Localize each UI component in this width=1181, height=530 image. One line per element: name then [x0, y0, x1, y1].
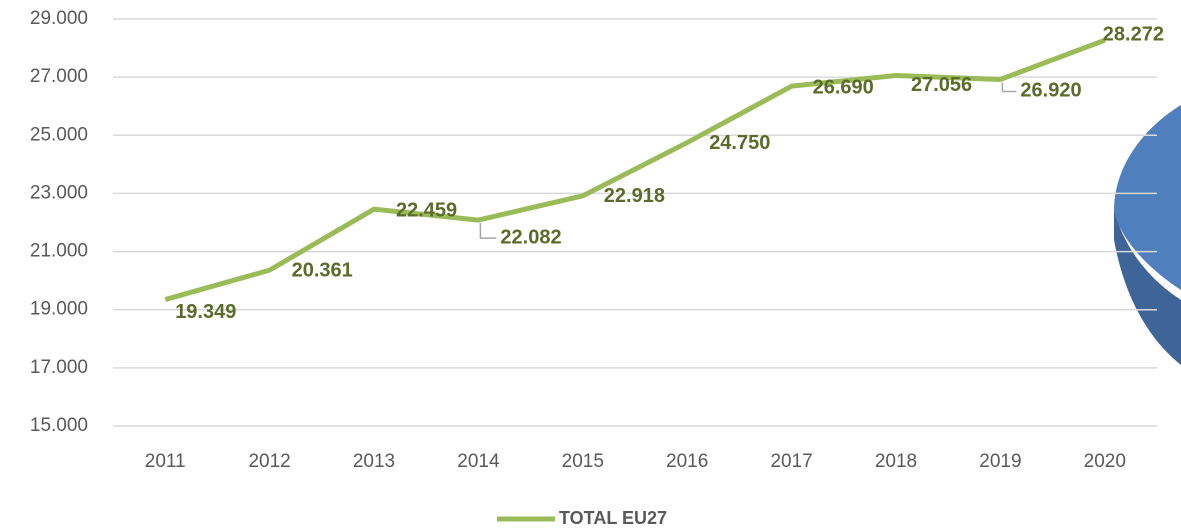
x-tick-label: 2013 — [353, 451, 395, 472]
x-tick-label: 2019 — [979, 451, 1021, 472]
data-label: 19.349 — [175, 301, 236, 323]
data-label: 27.056 — [911, 74, 972, 96]
x-tick-label: 2018 — [875, 451, 917, 472]
data-label: 24.750 — [709, 132, 770, 154]
x-tick-label: 2011 — [145, 451, 186, 472]
data-label: 20.361 — [292, 259, 353, 281]
data-label: 22.459 — [396, 199, 457, 221]
legend-label: TOTAL EU27 — [559, 508, 667, 528]
data-label: 22.918 — [604, 185, 665, 207]
x-tick-label: 2020 — [1084, 451, 1126, 472]
x-tick-label: 2016 — [666, 451, 708, 472]
x-tick-label: 2014 — [457, 451, 500, 472]
leader-line — [1001, 82, 1017, 93]
y-tick-label: 17.000 — [30, 357, 88, 378]
data-line — [164, 37, 1106, 302]
pie-top — [1114, 105, 1181, 290]
leader-line — [479, 223, 497, 239]
x-tick-label: 2015 — [562, 451, 604, 472]
y-tick-label: 27.000 — [30, 66, 88, 87]
y-tick-label: 25.000 — [30, 124, 88, 145]
y-tick-label: 21.000 — [30, 241, 88, 262]
data-label: 22.082 — [500, 226, 561, 248]
y-tick-label: 15.000 — [30, 415, 88, 436]
y-tick-label: 29.000 — [30, 8, 88, 29]
y-tick-label: 23.000 — [30, 182, 88, 203]
data-label: 28.272 — [1103, 23, 1164, 45]
data-label: 26.690 — [813, 76, 874, 98]
decorative-pie — [1114, 105, 1181, 365]
data-label: 26.920 — [1020, 80, 1081, 102]
pie-side — [1114, 210, 1181, 365]
y-tick-label: 19.000 — [30, 299, 88, 320]
x-tick-label: 2017 — [770, 451, 812, 472]
x-tick-label: 2012 — [248, 451, 290, 472]
